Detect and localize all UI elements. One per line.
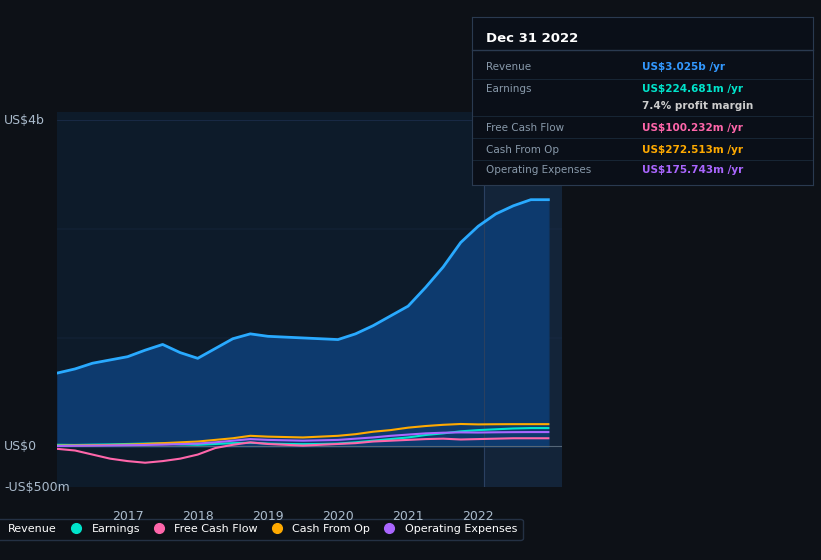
Text: 2019: 2019 [252,510,284,522]
Text: US$224.681m /yr: US$224.681m /yr [643,84,744,94]
Text: Earnings: Earnings [486,84,531,94]
Text: Revenue: Revenue [486,62,531,72]
Text: 7.4% profit margin: 7.4% profit margin [643,101,754,111]
Text: US$4b: US$4b [4,114,45,127]
Text: Dec 31 2022: Dec 31 2022 [486,32,578,45]
Text: 2017: 2017 [112,510,144,522]
Text: US$100.232m /yr: US$100.232m /yr [643,123,743,133]
Text: Operating Expenses: Operating Expenses [486,165,591,175]
Text: US$175.743m /yr: US$175.743m /yr [643,165,744,175]
Text: 2021: 2021 [392,510,424,522]
Text: 2022: 2022 [462,510,494,522]
Text: 2018: 2018 [181,510,213,522]
Text: Free Cash Flow: Free Cash Flow [486,123,564,133]
Text: US$272.513m /yr: US$272.513m /yr [643,144,744,155]
Text: 2020: 2020 [322,510,354,522]
Legend: Revenue, Earnings, Free Cash Flow, Cash From Op, Operating Expenses: Revenue, Earnings, Free Cash Flow, Cash … [0,519,523,540]
Text: US$3.025b /yr: US$3.025b /yr [643,62,726,72]
Text: US$0: US$0 [4,440,37,453]
Bar [484,112,562,487]
Text: Cash From Op: Cash From Op [486,144,559,155]
Text: -US$500m: -US$500m [4,480,70,494]
